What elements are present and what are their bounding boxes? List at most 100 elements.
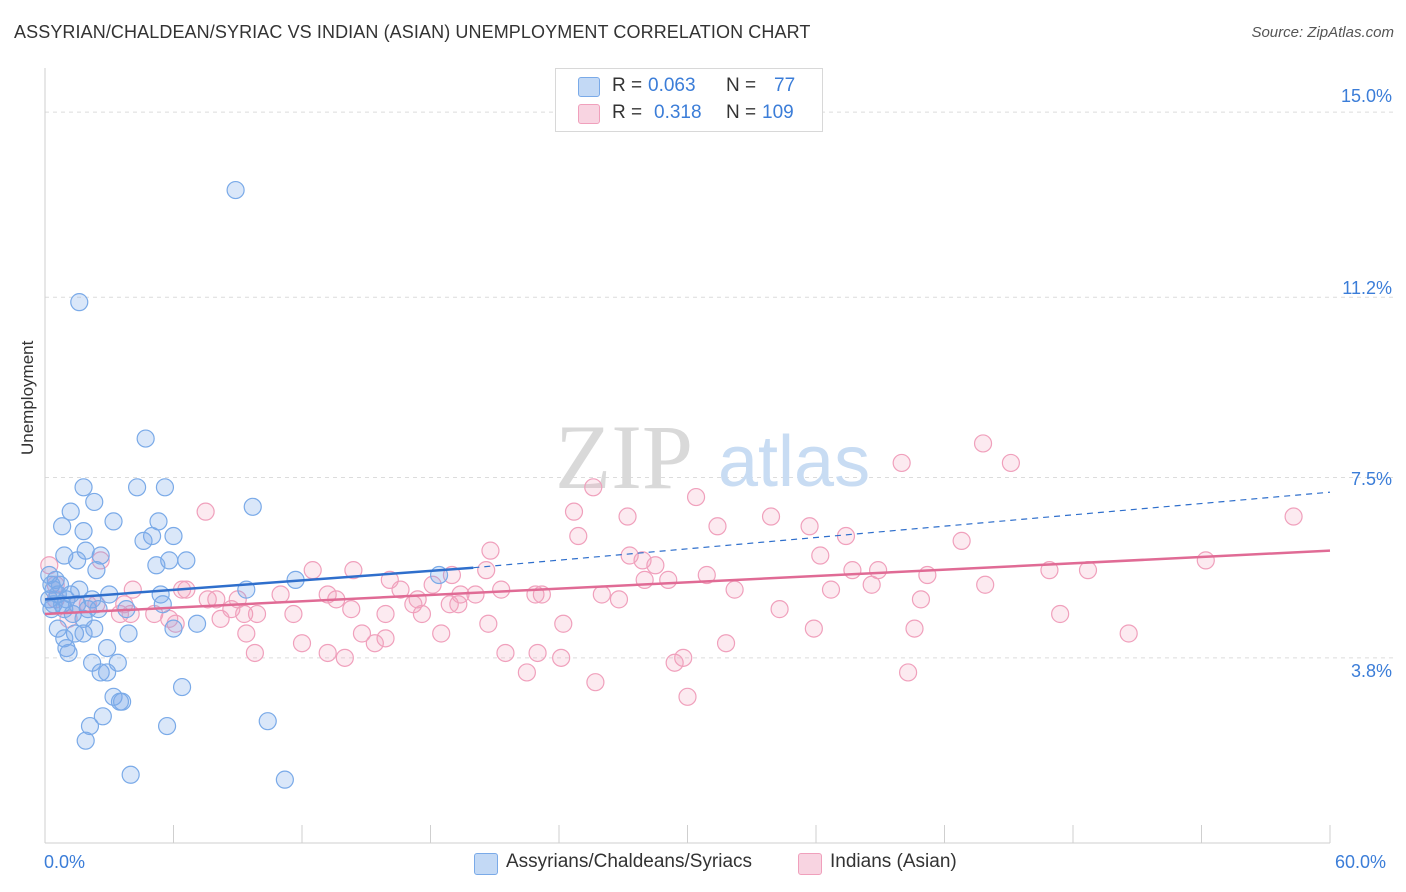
- watermark-zip: ZIP: [555, 406, 693, 508]
- data-point: [53, 517, 72, 536]
- data-point: [686, 487, 706, 507]
- data-point: [432, 624, 451, 643]
- data-point: [136, 429, 155, 448]
- data-point: [104, 512, 123, 531]
- legend-n-value: 77: [774, 75, 796, 96]
- data-point: [477, 561, 496, 580]
- data-point: [804, 619, 823, 638]
- data-point: [80, 716, 100, 736]
- data-point: [121, 765, 140, 784]
- data-point: [423, 575, 442, 594]
- data-point: [157, 716, 177, 736]
- data-point: [905, 619, 924, 638]
- source-credit: Source: ZipAtlas.com: [1251, 24, 1394, 41]
- data-point: [237, 624, 256, 643]
- data-point: [1284, 507, 1303, 526]
- chart-title: ASSYRIAN/CHALDEAN/SYRIAC VS INDIAN (ASIA…: [14, 22, 811, 42]
- data-point: [449, 595, 468, 614]
- data-point: [48, 619, 67, 638]
- data-point: [528, 643, 547, 663]
- data-point: [678, 687, 697, 706]
- data-point: [59, 643, 78, 663]
- data-point: [646, 556, 665, 575]
- data-point: [584, 478, 603, 497]
- data-point: [592, 585, 611, 604]
- watermark-atlas: atlas: [718, 422, 870, 502]
- data-point: [569, 526, 588, 546]
- data-point: [245, 643, 264, 663]
- data-point: [1119, 624, 1138, 643]
- data-point: [247, 604, 267, 624]
- y-tick-label-7-5: 7.5%: [1350, 469, 1392, 489]
- data-point: [618, 507, 637, 526]
- data-point: [716, 634, 736, 653]
- data-point: [275, 770, 294, 789]
- y-axis-title: Unemployment: [18, 340, 37, 455]
- data-point: [973, 434, 993, 453]
- data-point: [235, 604, 254, 624]
- data-point: [976, 575, 995, 594]
- legend-swatch-pink: [798, 853, 822, 875]
- legend-r-label: R =: [612, 102, 643, 123]
- series-assyrians-points: [40, 180, 449, 789]
- data-point: [352, 624, 372, 643]
- data-point: [164, 526, 183, 546]
- trend-line-assyrians: [44, 566, 474, 601]
- data-point: [153, 595, 172, 614]
- legend-swatch-pink: [578, 104, 600, 124]
- y-tick-label-3-8: 3.8%: [1350, 661, 1392, 681]
- data-point: [89, 600, 108, 619]
- trend-line-indians: [44, 549, 1331, 616]
- data-point: [119, 624, 138, 643]
- data-point: [91, 546, 110, 565]
- data-point: [98, 638, 117, 658]
- legend-n-label: N =: [726, 75, 757, 96]
- data-point: [1051, 604, 1070, 624]
- data-point: [155, 478, 175, 497]
- data-point: [496, 643, 515, 663]
- data-point: [164, 619, 183, 638]
- data-point: [91, 551, 110, 570]
- axes: [44, 68, 1331, 844]
- data-point: [609, 590, 629, 609]
- legend-r-value: 0.318: [654, 102, 702, 123]
- data-point: [207, 590, 226, 609]
- legend-swatch-blue: [474, 853, 498, 875]
- data-point: [466, 585, 485, 604]
- data-point: [380, 570, 399, 589]
- data-point: [412, 604, 432, 624]
- data-point: [821, 580, 841, 599]
- data-point: [479, 614, 498, 633]
- data-point: [843, 561, 862, 580]
- data-point: [110, 692, 130, 711]
- data-point: [586, 673, 605, 692]
- data-point: [76, 731, 95, 750]
- data-point: [697, 565, 716, 585]
- data-point: [665, 653, 684, 672]
- data-point: [492, 580, 511, 599]
- y-tick-label-15: 15.0%: [1340, 86, 1392, 106]
- data-point: [725, 580, 744, 599]
- data-point: [318, 643, 337, 663]
- legend-label-assyrians: Assyrians/Chaldeans/Syriacs: [506, 851, 753, 872]
- data-point: [376, 629, 395, 648]
- data-point: [898, 663, 918, 682]
- data-point: [1001, 453, 1020, 473]
- data-point: [365, 634, 384, 653]
- gridlines: [45, 111, 1395, 659]
- data-point: [554, 614, 573, 633]
- data-point: [376, 604, 395, 624]
- watermark: ZIP atlas: [555, 406, 870, 508]
- data-point: [674, 648, 693, 667]
- data-point: [147, 556, 166, 575]
- legend-r-label: R =: [612, 75, 643, 96]
- data-point: [74, 478, 93, 497]
- data-point: [552, 648, 571, 667]
- data-point: [196, 502, 215, 521]
- data-point: [68, 551, 87, 570]
- data-point: [93, 707, 112, 726]
- data-point: [481, 541, 500, 560]
- data-point: [271, 585, 290, 604]
- data-point: [187, 614, 207, 633]
